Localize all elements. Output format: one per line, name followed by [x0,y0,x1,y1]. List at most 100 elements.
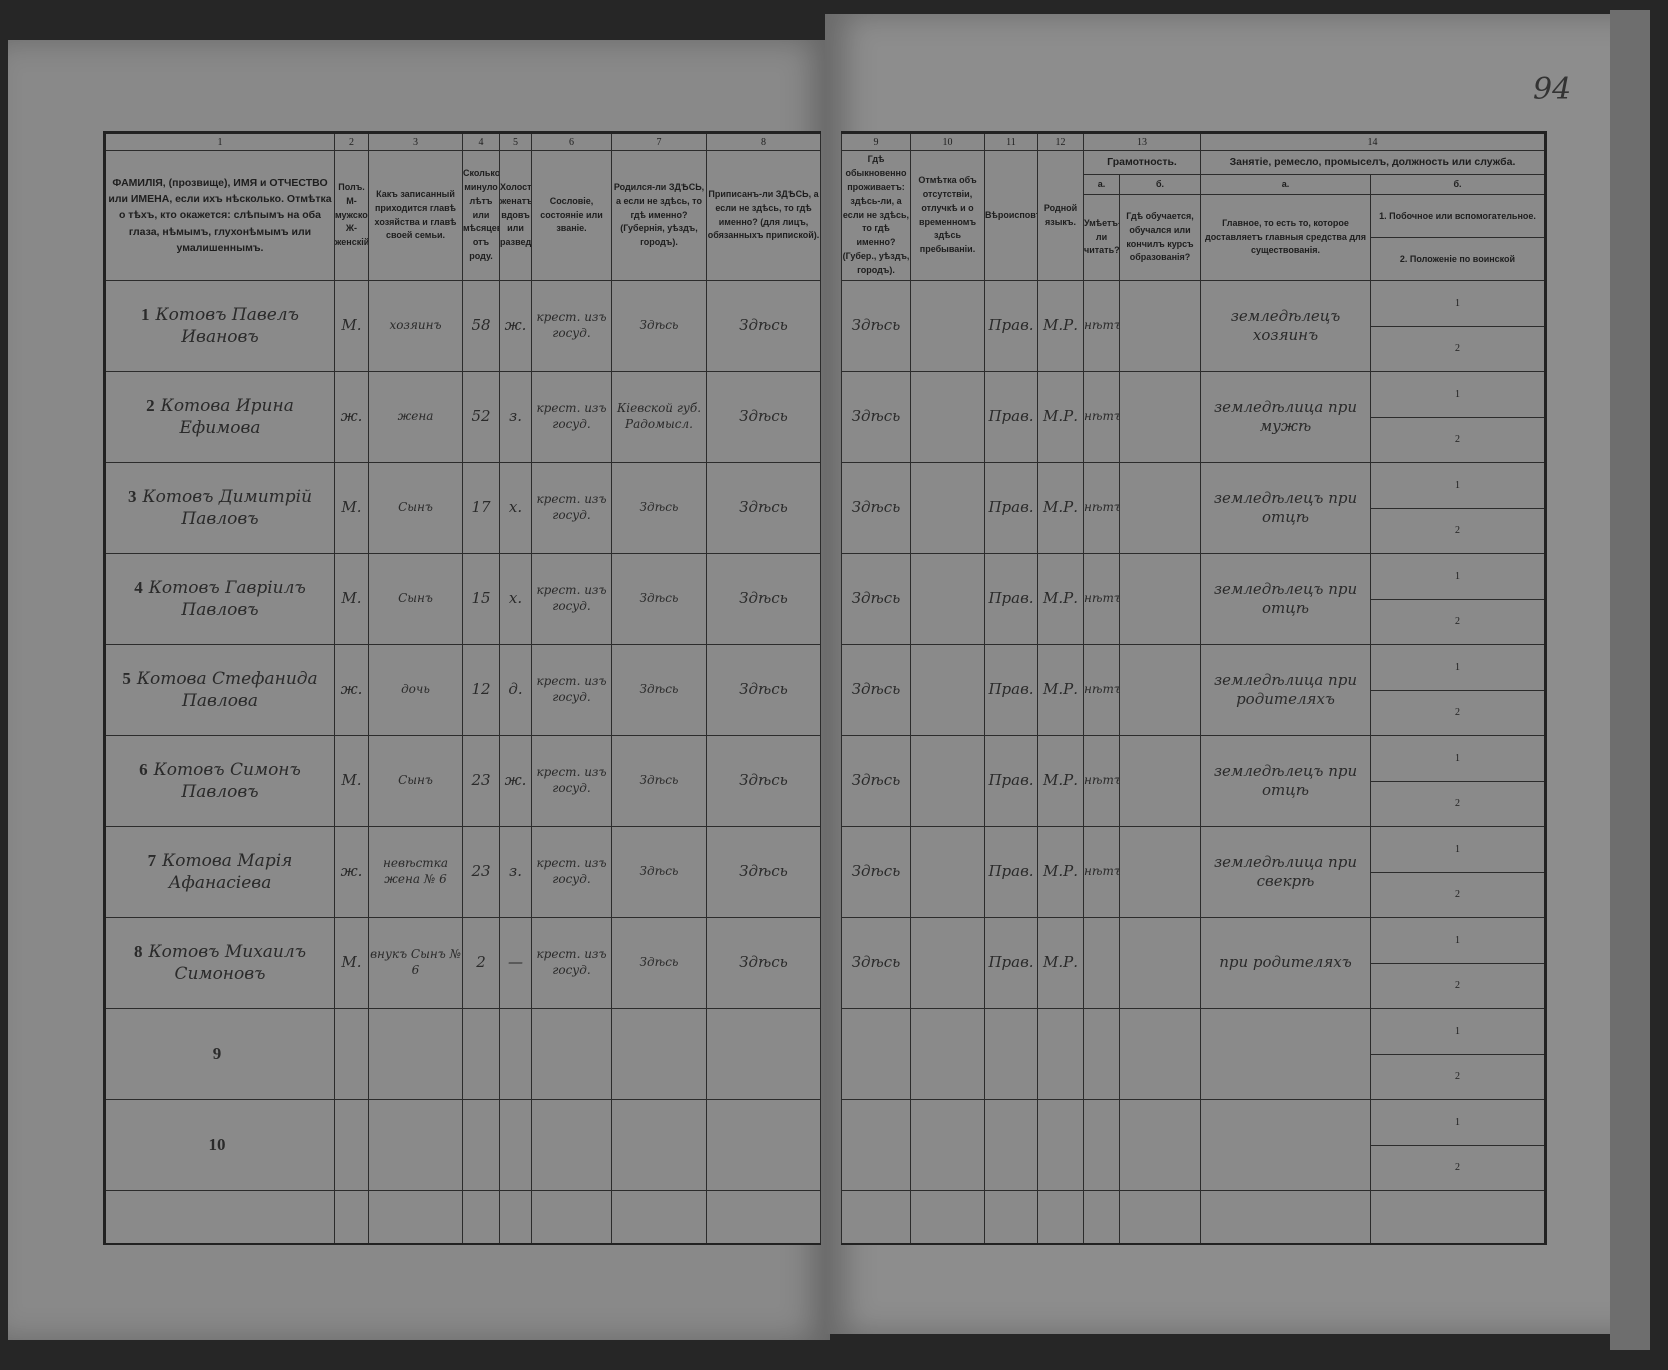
cell-occupation [1200,1099,1371,1191]
header-occupation: Занятіе, ремесло, промыселъ, должность и… [1200,150,1546,175]
row-number: 4 [134,577,143,597]
cell-school [1119,826,1201,918]
col-num-9: 9 [841,132,911,151]
row-number: 9 [212,1043,222,1063]
cell-age: 23 [462,735,500,827]
cell-secondary-occupation: 1 [1370,371,1546,418]
row-number: 7 [147,850,157,870]
cell-absence [910,644,985,736]
cell-name: 2 Котова Ирина Ефимова [104,371,335,463]
table-row-right-sub: 2 [842,1053,1546,1100]
cell-relation: дочь [368,644,463,736]
person-name: Котовъ Симонъ Павловъ [153,759,301,802]
table-row-left: 8 Котовъ Михаилъ Симоновъ М. внукъ Сынъ № 6… [104,917,821,1009]
cell-religion: Прав. [984,917,1038,1009]
cell-literate: нѣтъ [1083,462,1120,554]
row-number: 6 [139,759,148,779]
table-row-left: 10 [104,1099,821,1191]
header-literacy: Грамотность. [1083,150,1201,175]
cell-language: М.Р. [1037,280,1084,372]
header-occupation-b-label: б. [1370,174,1546,195]
cell-secondary-occupation: 1 [1370,553,1546,600]
cell-occupation: земледѣлецъ при отцѣ [1200,553,1371,645]
cell-occupation: земледѣлица при родителяхъ [1200,644,1371,736]
empty-cell [1370,1190,1546,1245]
cell-religion: Прав. [984,644,1038,736]
row-number: 8 [133,941,143,961]
cell-language: М.Р. [1037,826,1084,918]
cell-registered: Здѣсь [706,644,821,736]
row-number: 5 [122,668,131,688]
cell-literate [1083,1008,1120,1100]
empty-cell [368,1190,463,1245]
col-num-4: 4 [462,132,500,151]
cell-language: М.Р. [1037,917,1084,1009]
header-col-3: Какъ записанный приходится главѣ хозяйст… [368,150,463,281]
empty-cell [531,1190,612,1245]
cell-sex: М. [334,280,369,372]
cell-religion: Прав. [984,462,1038,554]
col-num-12: 12 [1037,132,1084,151]
header-military-status: 2. Положеніе по воинской повинности. [1399,254,1516,264]
cell-language [1037,1008,1084,1100]
cell-absence [910,553,985,645]
table-row-empty [841,1190,1546,1245]
col-num-14: 14 [1200,132,1546,151]
cell-secondary-occupation: 1 [1370,1099,1546,1146]
person-name: Котовъ Павелъ Ивановъ [155,304,299,347]
cell-estate [531,1008,612,1100]
row-number: 1 [141,304,150,324]
cell-literate: нѣтъ [1083,371,1120,463]
cell-school [1119,1008,1201,1100]
cell-literate: нѣтъ [1083,644,1120,736]
cell-absence [910,280,985,372]
cell-born: Здѣсь [611,553,707,645]
header-col-1: ФАМИЛІЯ, (прозвище), ИМЯ и ОТЧЕСТВО или … [104,150,335,281]
cell-secondary-occupation: 1 [1370,280,1546,327]
header-schooling: Гдѣ обучается, обучался или кончилъ курс… [1119,194,1201,281]
cell-sex: ж. [334,644,369,736]
table-row-left: 2 Котова Ирина Ефимова ж. жена 52 з. крест. из… [104,371,821,463]
cell-language: М.Р. [1037,462,1084,554]
cell-secondary-occupation: 1 [1370,462,1546,509]
cell-occupation: земледѣлецъ при отцѣ [1200,462,1371,554]
cell-name: 10 [104,1099,335,1191]
table-row-right: Здѣсь Прав. М.Р. нѣтъ земледѣлица при родите… [841,644,1546,736]
cell-registered: Здѣсь [706,280,821,372]
col-num-7: 7 [611,132,707,151]
cell-religion [984,1099,1038,1191]
cell-secondary-occupation: 1 [1370,644,1546,691]
cell-absence [910,1099,985,1191]
table-row-left: 5 Котова Стефанида Павлова ж. дочь 12 д. крест… [104,644,821,736]
header-occupation-a-label: а. [1200,174,1371,195]
row-number: 3 [127,486,137,506]
empty-cell [611,1190,707,1245]
cell-sex: М. [334,553,369,645]
cell-born: Здѣсь [611,917,707,1009]
empty-cell [910,1190,985,1245]
col-num-6: 6 [531,132,612,151]
cell-occupation [1200,1008,1371,1100]
cell-registered [706,1008,821,1100]
cell-name: 7 Котова Марія Афанасіева [104,826,335,918]
cell-name: 3 Котовъ Димитрій Павловъ [104,462,335,554]
person-name: Котова Ирина Ефимова [160,395,294,438]
table-row-right-sub: 2 [842,325,1546,372]
cell-school [1119,917,1201,1009]
page-stack-edge [1610,10,1650,1350]
cell-military-status: 2 [1370,507,1546,554]
cell-residence: Здѣсь [841,371,911,463]
cell-school [1119,735,1201,827]
cell-name: 8 Котовъ Михаилъ Симоновъ [104,917,335,1009]
cell-sex: М. [334,462,369,554]
cell-age: 12 [462,644,500,736]
row-number: 2 [146,395,155,415]
header-secondary-occupation: 1. Побочное или вспомогательное. [1371,196,1544,238]
cell-school [1119,371,1201,463]
cell-residence [841,1008,911,1100]
cell-registered: Здѣсь [706,917,821,1009]
cell-born: Здѣсь [611,735,707,827]
cell-residence: Здѣсь [841,644,911,736]
cell-school [1119,553,1201,645]
table-row-left: 1 Котовъ Павелъ Ивановъ М. хозяинъ 58 ж. крест… [104,280,821,372]
